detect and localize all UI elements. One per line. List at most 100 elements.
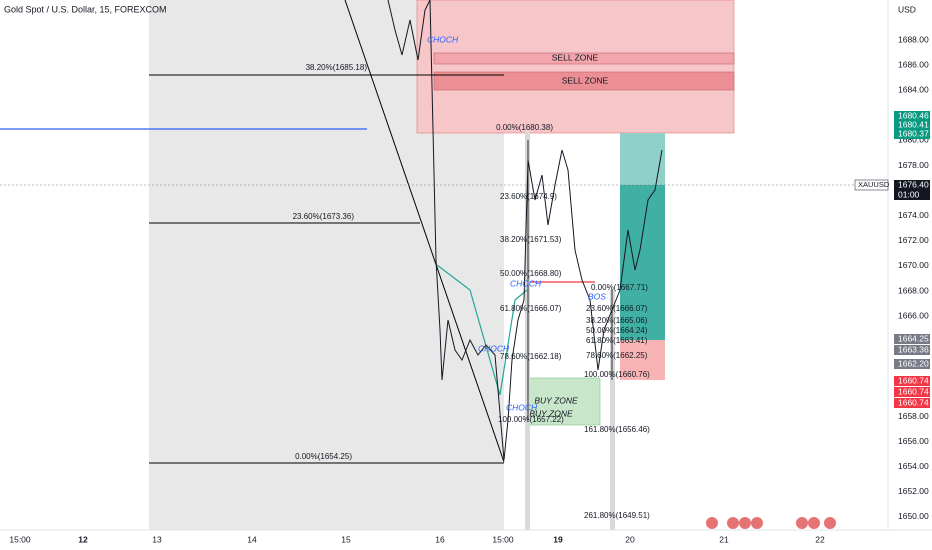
annotation: CHOCH <box>506 402 538 412</box>
axis-unit: USD <box>898 4 916 14</box>
time-tick-label: 14 <box>247 534 257 544</box>
price-tick-label: 1672.00 <box>898 235 929 245</box>
price-badge-text: 1660.74 <box>898 397 929 407</box>
price-badge-text: 1680.41 <box>898 119 929 129</box>
price-badge <box>894 180 930 190</box>
fib-label: 261.80%(1649.51) <box>584 511 650 520</box>
event-icons <box>706 517 836 529</box>
price-tick-label: 1652.00 <box>898 486 929 496</box>
time-tick-label: 12 <box>78 534 88 544</box>
price-badge <box>894 359 930 369</box>
price-badge <box>894 334 930 344</box>
price-line <box>387 0 663 461</box>
time-tick-label: 19 <box>553 534 563 544</box>
price-badge <box>894 398 930 408</box>
fib-label: 61.80%(1663.41) <box>586 336 648 345</box>
fib-label: 61.80%(1666.07) <box>500 304 562 313</box>
event-icon <box>824 517 836 529</box>
target-area <box>620 185 665 340</box>
session-bar <box>610 290 615 530</box>
time-tick-label: 22 <box>815 534 825 544</box>
price-tick-label: 1688.00 <box>898 34 929 44</box>
fib-label: 78.60%(1662.25) <box>586 351 648 360</box>
annotation: CHOCH <box>510 278 542 288</box>
sell-zone-bar <box>433 52 735 65</box>
fib-label: 23.60%(1673.36) <box>293 212 355 221</box>
price-tick-label: 1654.00 <box>898 461 929 471</box>
time-tick-label: 15 <box>341 534 351 544</box>
price-badge-text: 1680.37 <box>898 128 929 138</box>
time-tick-label: 20 <box>625 534 635 544</box>
price-tick-label: 1670.00 <box>898 260 929 270</box>
price-tick-label: 1674.00 <box>898 210 929 220</box>
fib-label: 50.00%(1668.80) <box>500 269 562 278</box>
event-icon <box>739 517 751 529</box>
fib-label: 23.60%(1666.07) <box>586 304 648 313</box>
event-icon <box>808 517 820 529</box>
fib-label: 100.00%(1660.76) <box>584 370 650 379</box>
price-badge-text: 1664.25 <box>898 333 929 343</box>
event-icon <box>727 517 739 529</box>
price-tick-label: 1656.00 <box>898 436 929 446</box>
symbol-label: XAUUSD <box>858 180 890 189</box>
fib-label: 0.00%(1667.71) <box>591 283 648 292</box>
fib-label: 78.60%(1662.18) <box>500 352 562 361</box>
price-badge <box>894 345 930 355</box>
price-tick-label: 1658.00 <box>898 411 929 421</box>
time-tick-label: 16 <box>435 534 445 544</box>
price-tick-label: 1650.00 <box>898 511 929 521</box>
fib-label: 38.20%(1685.18) <box>306 63 368 72</box>
session-bar <box>525 130 530 530</box>
fib-label: 23.60%(1674.9) <box>500 192 557 201</box>
target-area <box>620 133 665 185</box>
price-badge <box>894 111 930 121</box>
price-badge <box>894 376 930 386</box>
price-badge-text: 1660.74 <box>898 386 929 396</box>
zone-label: BUY ZONE <box>529 408 573 418</box>
zone-label: SELL ZONE <box>562 75 609 85</box>
price-badge <box>894 190 930 200</box>
fib-label: 0.00%(1680.38) <box>496 123 553 132</box>
price-tick-label: 1680.00 <box>898 135 929 145</box>
price-tick-label: 1666.00 <box>898 310 929 320</box>
price-badge-text: 1680.46 <box>898 110 929 120</box>
chart-title: Gold Spot / U.S. Dollar, 15, FOREXCOM <box>4 4 167 14</box>
time-tick-label: 21 <box>719 534 729 544</box>
event-icon <box>706 517 718 529</box>
swing-line <box>436 264 528 396</box>
trend-line <box>344 0 505 463</box>
zone-label: BUY ZONE <box>534 395 578 405</box>
price-tick-label: 1668.00 <box>898 285 929 295</box>
price-badge <box>894 387 930 397</box>
price-tick-label: 1686.00 <box>898 59 929 69</box>
time-tick-label: 13 <box>152 534 162 544</box>
sell-zone-bar <box>433 71 735 91</box>
annotation: BOS <box>588 291 606 301</box>
time-tick-label: 15:00 <box>9 534 31 544</box>
event-icon <box>751 517 763 529</box>
zone-label: SELL ZONE <box>552 52 599 62</box>
annotation: CHOCH <box>478 343 510 353</box>
fib-label: 38.20%(1671.53) <box>500 235 562 244</box>
fib-label: 0.00%(1654.25) <box>295 452 352 461</box>
price-badge-text: 1676.40 <box>898 179 929 189</box>
fib-label: 100.00%(1657.22) <box>498 415 564 424</box>
price-badge-text: 01:00 <box>898 189 920 199</box>
time-tick-label: 15:00 <box>492 534 514 544</box>
annotation: CHOCH <box>427 34 459 44</box>
price-badge-text: 1663.36 <box>898 344 929 354</box>
price-badge <box>894 129 930 139</box>
stop-area <box>620 340 665 380</box>
price-tick-label: 1678.00 <box>898 160 929 170</box>
symbol-badge <box>854 179 889 191</box>
sell-zone-area <box>416 0 735 134</box>
price-badge <box>894 120 930 130</box>
price-tick-label: 1684.00 <box>898 84 929 94</box>
price-badge-text: 1660.74 <box>898 375 929 385</box>
fib-label: 38.20%(1665.06) <box>586 316 648 325</box>
price-badge-text: 1662.20 <box>898 358 929 368</box>
fib-label: 161.80%(1656.46) <box>584 425 650 434</box>
fib-label: 50.00%(1664.24) <box>586 326 648 335</box>
event-icon <box>796 517 808 529</box>
